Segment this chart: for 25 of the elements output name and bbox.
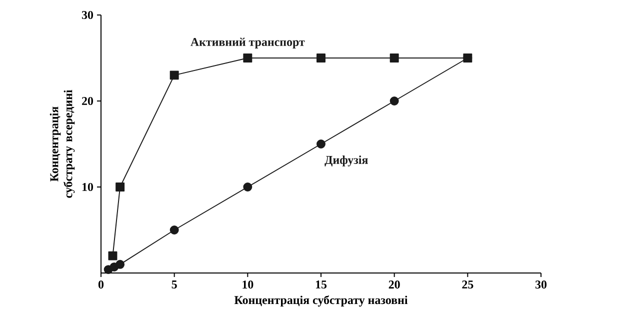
x-tick-label: 5 [172,280,177,288]
point [390,96,399,106]
point [316,54,326,62]
point [116,182,125,192]
x-tick-label: 30 [535,280,547,289]
y-tick-label: 20 [82,96,94,106]
series-label: Дифузія [324,156,368,166]
point [316,140,326,148]
point [116,260,125,269]
point [108,251,118,260]
x-axis-title: Концентрація субстрату назовні [234,295,408,307]
point [170,70,179,80]
series-label: Активний транспорт [190,38,305,48]
y-tick-label: 30 [82,10,94,20]
point [390,54,399,62]
x-tick-label: 0 [98,280,104,289]
x-tick-label: 10 [242,280,254,289]
x-tick-label: 25 [462,280,474,289]
y-tick-label: 10 [82,182,94,192]
x-tick-label: 15 [316,280,327,289]
y-axis-title: Концентрація субстрату всередині [50,90,75,198]
point [243,182,252,192]
x-tick-label: 20 [388,280,400,289]
point [170,226,179,234]
point [243,54,252,62]
